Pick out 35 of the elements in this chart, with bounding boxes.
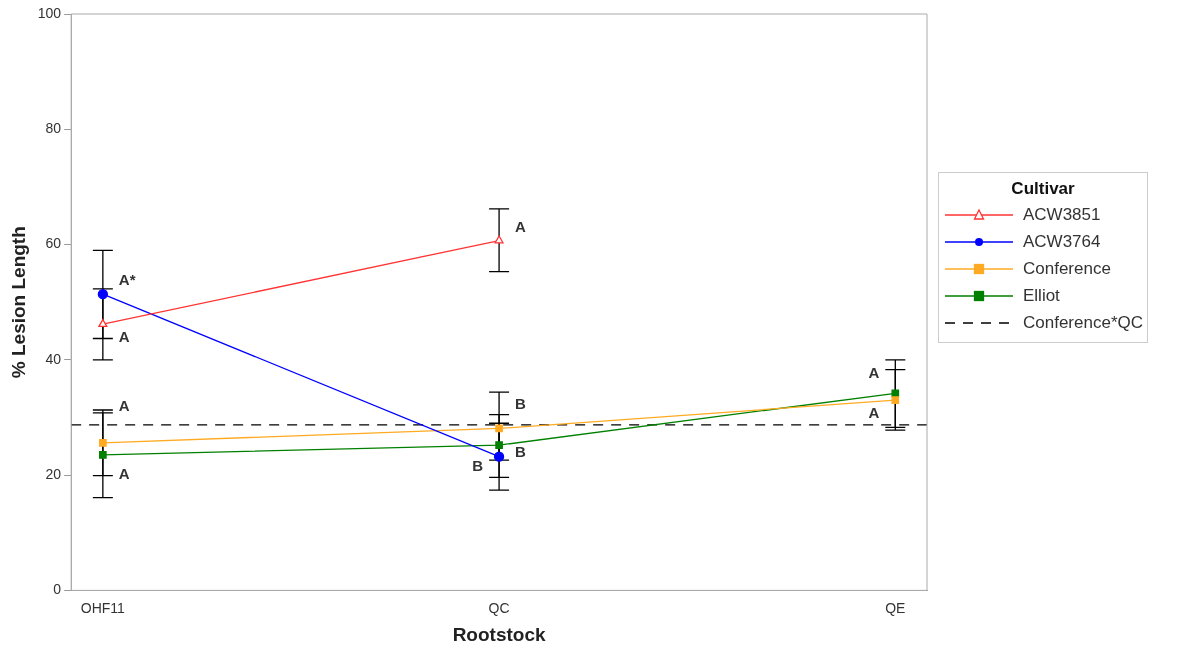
- x-axis-title: Rootstock: [452, 623, 546, 645]
- annotation: B: [515, 394, 527, 412]
- annotation: A: [868, 403, 880, 421]
- legend-label: Conference*QC: [1023, 312, 1144, 333]
- annotation: A*: [118, 271, 136, 289]
- point: [99, 439, 107, 447]
- y-tick-label: 60: [45, 235, 62, 252]
- annotation: A: [868, 364, 880, 382]
- y-tick-label: 80: [45, 120, 62, 137]
- point: [495, 424, 503, 433]
- point: [891, 389, 900, 398]
- y-axis-title: % Lesion Length: [7, 226, 29, 379]
- y-tick-label: 0: [53, 581, 62, 598]
- annotation: A: [118, 397, 130, 415]
- y-tick-label: 100: [37, 4, 62, 21]
- y-tick-label: 20: [45, 465, 62, 482]
- legend-label: ACW3851: [1023, 204, 1101, 225]
- annotation: A: [515, 217, 527, 235]
- annotation: A: [118, 464, 130, 482]
- legend-label: ACW3764: [1023, 231, 1101, 252]
- legend-label: Elliot: [1023, 285, 1060, 306]
- point: [493, 451, 505, 462]
- annotation: B: [472, 457, 484, 475]
- x-tick-label: QC: [488, 599, 510, 616]
- point: [891, 396, 900, 405]
- point: [97, 288, 109, 300]
- annotation: B: [515, 442, 527, 460]
- point: [99, 451, 107, 459]
- y-tick-label: 40: [45, 350, 62, 367]
- x-tick-label: OHF11: [80, 599, 126, 616]
- x-tick-label: QE: [885, 599, 906, 616]
- point: [495, 441, 503, 449]
- legend-label: Conference: [1023, 258, 1111, 279]
- annotation: A: [118, 327, 130, 345]
- legend-title: Cultivar: [1010, 179, 1076, 199]
